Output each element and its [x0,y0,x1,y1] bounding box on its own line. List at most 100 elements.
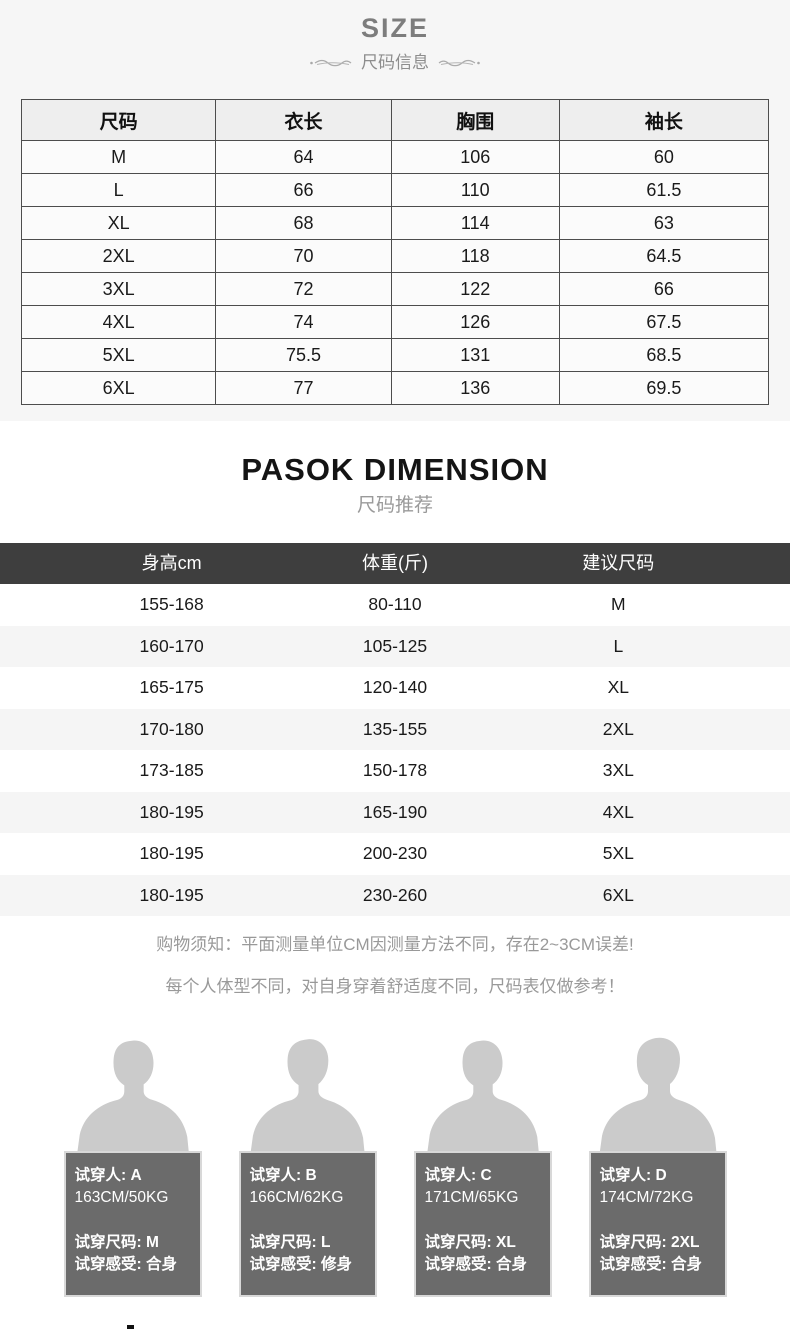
column-header: 尺码 [20,99,217,141]
table-row: 180-195 165-190 4XL [0,791,790,833]
fitting-model-a: 试穿人: A 163CM/50KG 试穿尺码: M 试穿感受: 合身 [63,1036,202,1297]
person-value: B [305,1167,317,1184]
dimension-subtitle: 尺码推荐 [356,495,433,516]
cell: 72 [215,272,392,306]
cell: 68.5 [558,338,770,372]
cell: 170-180 [139,718,204,739]
person-label: 试穿人: [74,1167,127,1184]
column-header: 袖长 [558,99,770,141]
cell: 173-185 [139,760,204,780]
size-label: 试穿尺码: [249,1234,317,1251]
fitting-info-box: 试穿人: B 166CM/62KG 试穿尺码: L 试穿感受: 修身 [238,1151,377,1297]
cell: 67.5 [558,305,770,339]
feel-value: 合身 [670,1256,702,1273]
spacer [600,1209,716,1232]
cell: 63 [558,206,770,240]
size-measurement-table: 尺码 衣长 胸围 袖长 M 64 106 60 L 66 110 61.5 [20,99,770,405]
cell: 3XL [20,272,217,306]
cell: 66 [558,272,770,306]
cell: 136 [390,371,560,405]
fitting-feel-line: 试穿感受: 合身 [600,1254,716,1276]
column-header: 体重(斤) [361,553,428,573]
table-row: M 64 106 60 [20,140,770,174]
cell: 114 [390,206,560,240]
cell: M [611,594,626,614]
cell: 6XL [20,371,217,405]
cell: 200-230 [362,843,428,863]
fitting-model-b: 试穿人: B 166CM/62KG 试穿尺码: L 试穿感受: 修身 [238,1036,377,1297]
table-row: 165-175 120-140 XL [0,667,790,709]
feel-value: 合身 [495,1256,527,1273]
cell: 131 [390,338,560,372]
size-label: 试穿尺码: [599,1234,667,1251]
fitting-size-line: 试穿尺码: XL [425,1232,541,1254]
cell: 180-195 [139,884,204,905]
cell: 165-190 [362,801,428,822]
person-silhouette-icon [598,1037,717,1158]
person-silhouette-icon [249,1039,366,1158]
fitting-feel-line: 试穿感受: 修身 [250,1254,366,1276]
cropped-text-fragment [127,1325,134,1329]
feel-label: 试穿感受: [599,1256,667,1273]
size-label: 试穿尺码: [74,1234,142,1251]
size-value: L [320,1234,331,1251]
fitting-model-d: 试穿人: D 174CM/72KG 试穿尺码: 2XL 试穿感受: 合身 [588,1036,727,1297]
table-row: 173-185 150-178 3XL [0,750,790,792]
size-info-section: SIZE 尺码信息 尺码 衣长 胸围 [0,0,790,421]
cell: 2XL [20,239,217,273]
person-label: 试穿人: [599,1167,652,1184]
cell: XL [607,677,630,697]
fitting-person-line: 试穿人: B [250,1165,366,1187]
column-header: 衣长 [215,99,392,141]
shopping-notice-line2: 每个人体型不同，对自身穿着舒适度不同，尺码表仅做参考！ [165,977,625,996]
size-value: 2XL [670,1234,700,1251]
size-recommend-section: PASOK DIMENSION 尺码推荐 身高cm 体重(斤) 建议尺码 155… [0,421,790,999]
size-subtitle: 尺码信息 [361,53,429,72]
fitting-size-line: 试穿尺码: L [250,1232,366,1254]
recommend-table: 身高cm 体重(斤) 建议尺码 155-168 80-110 M 160-170… [0,543,790,916]
person-value: C [480,1167,492,1184]
cell: 3XL [602,760,634,780]
table-row: 155-168 80-110 M [0,584,790,626]
person-silhouette-icon [76,1040,189,1157]
cell: 68 [215,206,392,240]
cell: 150-178 [362,760,428,780]
person-value: A [130,1167,142,1184]
cell: 80-110 [368,594,422,614]
person-silhouette-icon [426,1040,539,1157]
cell: 135-155 [362,718,428,739]
table-row: 4XL 74 126 67.5 [20,305,770,339]
column-header: 胸围 [390,99,560,141]
fitting-body-line: 174CM/72KG [599,1189,694,1206]
cell: 5XL [602,843,634,863]
feel-label: 试穿感受: [249,1256,317,1273]
cell: 70 [215,239,392,273]
size-value: M [145,1234,159,1251]
fitting-person-line: 试穿人: D [600,1165,716,1187]
person-label: 试穿人: [424,1167,477,1184]
spacer [425,1209,541,1232]
cell: 77 [215,371,392,405]
cell: 61.5 [558,173,770,207]
fitting-models-section: 试穿人: A 163CM/50KG 试穿尺码: M 试穿感受: 合身 试穿人: … [0,1036,790,1297]
spacer [75,1209,191,1232]
fitting-info-box: 试穿人: C 171CM/65KG 试穿尺码: XL 试穿感受: 合身 [413,1151,552,1297]
cell: M [20,140,217,174]
table-header-row: 尺码 衣长 胸围 袖长 [20,99,770,141]
spacer [250,1209,366,1232]
cell: 120-140 [362,677,428,697]
feel-value: 合身 [145,1256,177,1273]
cell: 4XL [20,305,217,339]
size-label: 试穿尺码: [424,1234,492,1251]
table-row: 5XL 75.5 131 68.5 [20,338,770,372]
cell: 110 [390,173,560,207]
table-row: 180-195 230-260 6XL [0,874,790,916]
cell: 126 [390,305,560,339]
fitting-info-box: 试穿人: D 174CM/72KG 试穿尺码: 2XL 试穿感受: 合身 [588,1151,727,1297]
size-subtitle-row: 尺码信息 [0,52,790,74]
cell: 180-195 [139,843,204,863]
column-header: 建议尺码 [582,553,655,573]
feel-value: 修身 [320,1256,352,1273]
cell: XL [20,206,217,240]
